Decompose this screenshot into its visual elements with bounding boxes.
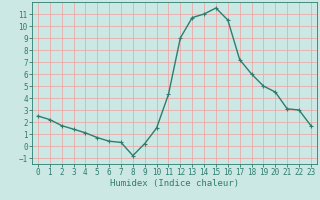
X-axis label: Humidex (Indice chaleur): Humidex (Indice chaleur) [110,179,239,188]
